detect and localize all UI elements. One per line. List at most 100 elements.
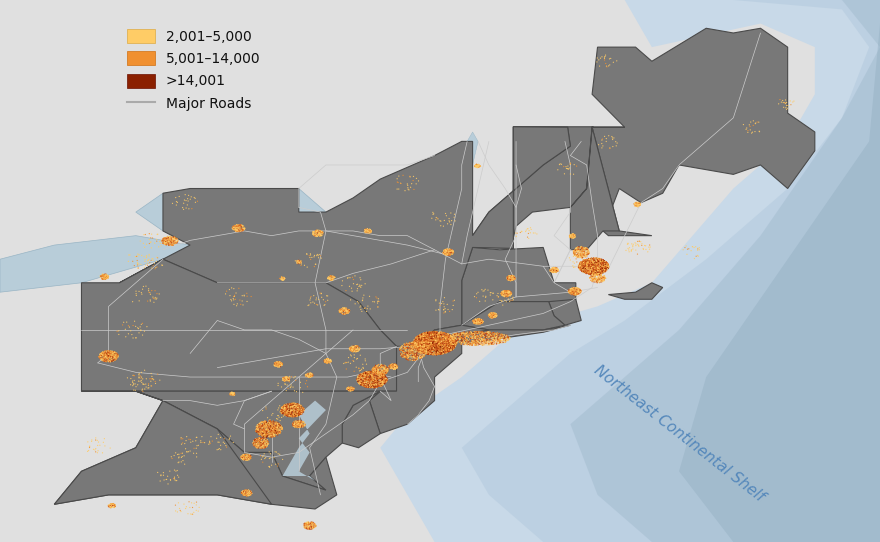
Point xyxy=(585,263,599,272)
Point xyxy=(97,274,111,283)
Point xyxy=(282,412,296,421)
Point xyxy=(573,288,587,297)
Point xyxy=(443,345,457,353)
Point xyxy=(254,441,268,450)
Point xyxy=(358,376,372,385)
Point xyxy=(422,343,436,352)
Point xyxy=(438,329,452,338)
Point xyxy=(417,340,431,349)
Point xyxy=(370,367,385,376)
Point xyxy=(139,383,153,391)
Point xyxy=(409,354,423,363)
Point xyxy=(103,357,117,366)
Point xyxy=(464,328,478,337)
Point xyxy=(434,350,448,359)
Point xyxy=(350,342,364,351)
Point xyxy=(313,231,327,240)
Point xyxy=(257,417,271,426)
Point xyxy=(592,266,606,274)
Point xyxy=(274,406,288,415)
Point xyxy=(442,342,456,351)
Point xyxy=(543,267,557,275)
Point xyxy=(249,441,263,449)
Point xyxy=(567,288,581,296)
Point xyxy=(416,349,430,357)
Point xyxy=(244,454,258,463)
Polygon shape xyxy=(592,28,815,236)
Point xyxy=(257,430,271,438)
Point xyxy=(366,372,380,380)
Point xyxy=(292,416,306,425)
Point xyxy=(258,418,272,427)
Point xyxy=(321,357,335,365)
Point xyxy=(237,224,251,233)
Point xyxy=(467,318,481,326)
Point xyxy=(231,221,245,229)
Point xyxy=(474,332,488,341)
Point xyxy=(484,312,498,320)
Point xyxy=(421,336,435,345)
Point xyxy=(376,366,390,375)
Point xyxy=(588,263,602,272)
Point xyxy=(265,418,279,427)
Point xyxy=(588,272,602,280)
Point xyxy=(474,330,488,339)
Point xyxy=(417,340,431,349)
Point xyxy=(576,259,590,268)
Point xyxy=(101,349,115,358)
Point xyxy=(433,341,447,350)
Point xyxy=(583,256,597,265)
Point xyxy=(417,330,431,339)
Point xyxy=(417,343,431,351)
Point xyxy=(370,377,384,386)
Point xyxy=(408,356,422,365)
Point xyxy=(99,347,113,356)
Point xyxy=(485,334,499,343)
Point xyxy=(418,340,432,349)
Point xyxy=(263,421,277,429)
Point xyxy=(345,383,359,392)
Point xyxy=(277,373,291,382)
Point xyxy=(273,362,287,371)
Point xyxy=(420,349,434,358)
Point xyxy=(413,334,427,343)
Point xyxy=(165,235,179,243)
Point xyxy=(473,162,488,171)
Point xyxy=(407,343,422,351)
Point xyxy=(268,359,282,367)
Point xyxy=(427,340,441,349)
Point xyxy=(565,288,579,296)
Point xyxy=(443,334,457,343)
Point xyxy=(369,366,383,375)
Point xyxy=(452,335,466,344)
Point xyxy=(310,227,324,236)
Point xyxy=(572,287,586,295)
Point xyxy=(471,314,485,323)
Point xyxy=(497,292,511,300)
Point xyxy=(360,380,374,389)
Point xyxy=(402,340,416,349)
Point xyxy=(268,423,282,432)
Point xyxy=(444,346,458,354)
Point xyxy=(372,297,386,306)
Point xyxy=(290,402,304,410)
Point xyxy=(102,347,116,356)
Point xyxy=(370,371,385,379)
Point xyxy=(253,438,267,447)
Point xyxy=(258,433,272,441)
Point xyxy=(576,263,590,272)
Point xyxy=(588,263,602,272)
Point xyxy=(566,230,580,238)
Point xyxy=(289,417,303,425)
Point xyxy=(300,521,314,530)
Point xyxy=(258,443,272,452)
Point xyxy=(423,336,437,345)
Point xyxy=(631,201,645,209)
Point xyxy=(271,428,285,436)
Point xyxy=(251,422,265,430)
Point xyxy=(409,342,423,351)
Point xyxy=(375,368,389,377)
Point xyxy=(416,337,430,346)
Point xyxy=(244,491,258,499)
Point xyxy=(466,336,480,345)
